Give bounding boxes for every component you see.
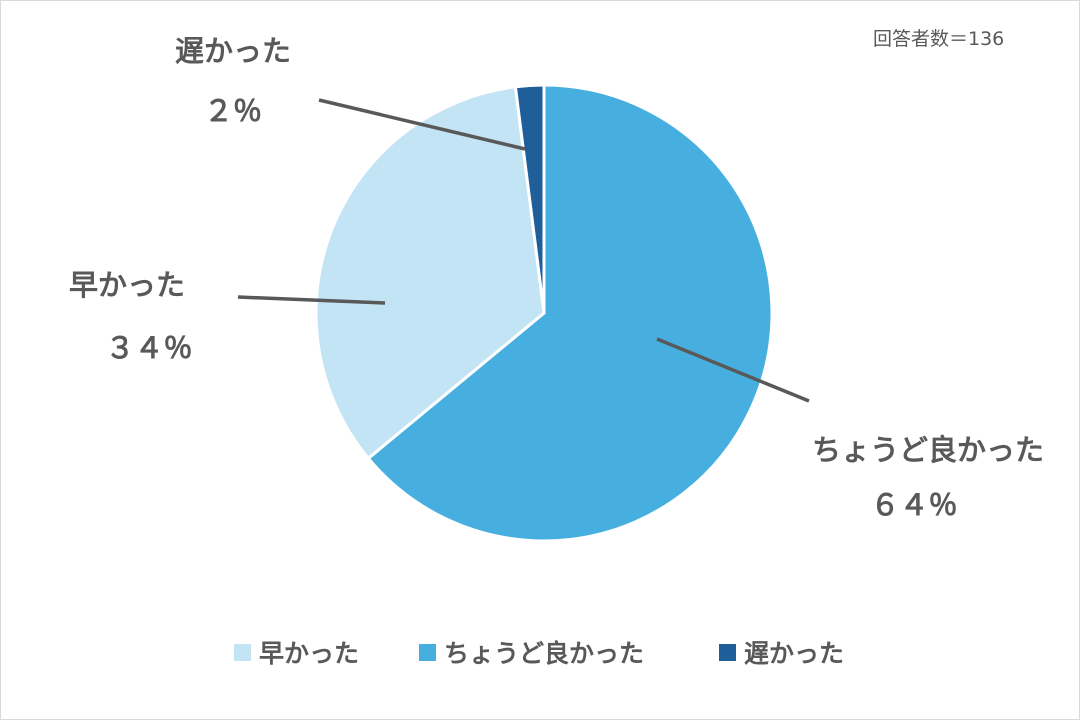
data-label-category-1: 早かった xyxy=(69,268,185,302)
legend-swatch-2 xyxy=(719,644,736,661)
pie-slice-0 xyxy=(366,83,774,543)
legend-label-0: 早かった xyxy=(259,639,359,668)
pie-slice-1 xyxy=(314,85,546,461)
legend-label-1: ちょうど良かった xyxy=(444,639,644,668)
leader-lines xyxy=(237,98,810,403)
legend-label-2: 遅かった xyxy=(744,639,844,668)
legend: 早かった ちょうど良かった 遅かった xyxy=(234,639,844,668)
data-labels: ちょうど良かった ６４％ 早かった ３４％ 遅かった ２％ xyxy=(69,34,1044,522)
respondent-count-note: 回答者数＝136 xyxy=(873,28,1004,50)
leader-line-2 xyxy=(318,98,526,151)
pie-slices xyxy=(314,83,774,543)
leader-line-1 xyxy=(237,295,386,305)
data-label-category-0: ちょうど良かった xyxy=(812,433,1044,467)
leader-line-0 xyxy=(656,337,810,403)
data-label-percent-1: ３４％ xyxy=(105,331,192,365)
pie-slice-2 xyxy=(513,83,546,314)
legend-swatch-1 xyxy=(419,644,436,661)
legend-swatch-0 xyxy=(234,644,251,661)
data-label-percent-2: ２％ xyxy=(204,94,262,128)
data-label-percent-0: ６４％ xyxy=(870,488,957,522)
data-label-category-2: 遅かった xyxy=(175,34,291,68)
